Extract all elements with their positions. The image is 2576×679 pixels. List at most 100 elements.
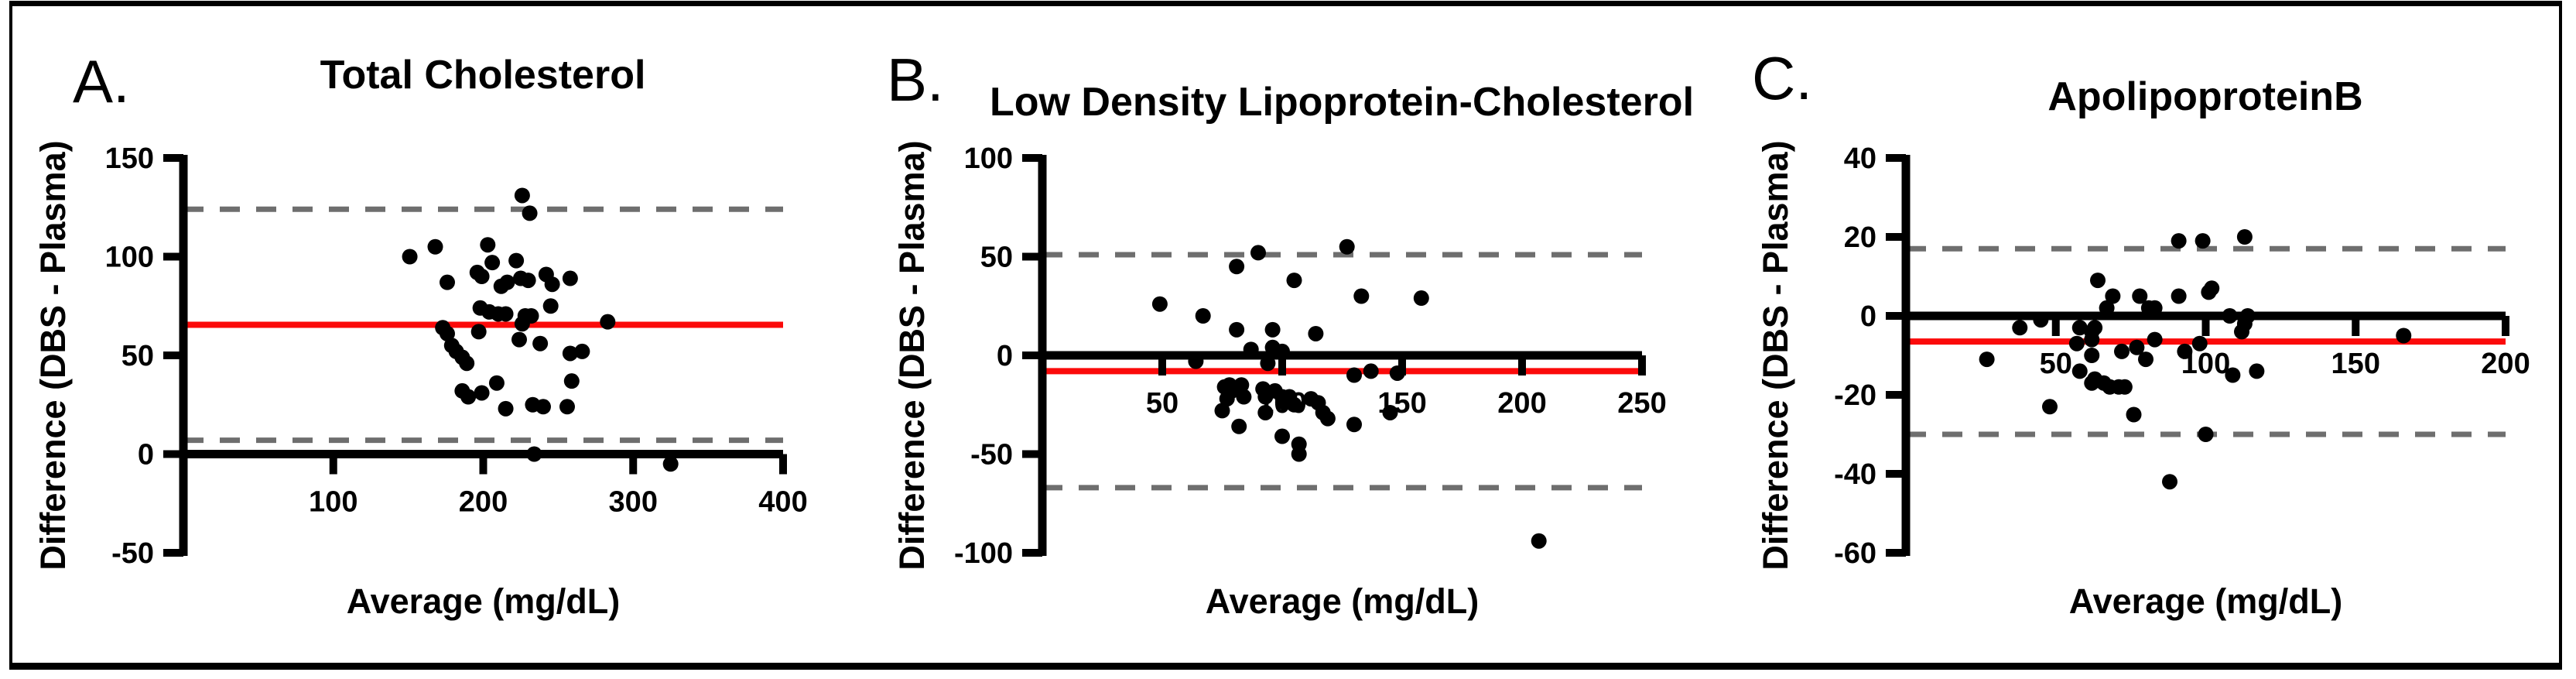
y-tick-label: 0 [997, 340, 1013, 372]
data-point [1274, 428, 1290, 444]
y-tick-label: -50 [111, 537, 154, 570]
data-point [2071, 363, 2088, 379]
data-point [544, 276, 560, 293]
data-point [2116, 379, 2133, 395]
data-point [1979, 352, 1995, 368]
x-tick-label: 150 [2331, 348, 2380, 380]
data-point [470, 324, 487, 340]
data-point [2114, 343, 2130, 359]
data-point [514, 316, 530, 332]
data-point [2234, 324, 2249, 340]
data-point [1413, 290, 1429, 307]
data-point [1188, 353, 1204, 369]
x-tick-label: 100 [309, 486, 357, 519]
data-point [1264, 321, 1281, 338]
data-point [440, 325, 455, 341]
data-point [1286, 273, 1302, 289]
panel-letter: C. [1752, 44, 1812, 112]
data-point [1229, 259, 1245, 275]
data-point [559, 399, 575, 415]
data-point [1274, 343, 1290, 359]
data-point [1346, 367, 1362, 383]
data-point [1531, 533, 1547, 549]
panel-title: ApolipoproteinB [2047, 74, 2362, 119]
data-point [2033, 312, 2049, 328]
data-point [511, 331, 527, 348]
y-tick-label: -50 [970, 439, 1013, 472]
data-point [427, 238, 443, 255]
data-point [2171, 288, 2187, 304]
y-tick-label: -20 [1834, 379, 1876, 412]
data-point [2198, 427, 2214, 442]
x-axis-label: Average (mg/dL) [347, 581, 620, 621]
data-point [499, 274, 515, 290]
x-tick-label: 50 [1146, 387, 1179, 420]
y-tick-label: 100 [105, 242, 154, 274]
data-point [1291, 446, 1307, 462]
y-axis-label: Difference (DBS - Plasma) [33, 140, 73, 570]
data-point [542, 298, 559, 314]
data-point [1363, 363, 1379, 379]
data-point [1389, 365, 1405, 381]
data-point [2042, 399, 2058, 415]
data-point [2138, 352, 2154, 368]
data-point [520, 273, 536, 289]
data-point [460, 389, 477, 405]
y-tick-label: 50 [121, 340, 154, 372]
data-point [2126, 406, 2142, 423]
data-point [563, 373, 580, 389]
data-point [1229, 321, 1245, 338]
data-point [2012, 320, 2028, 336]
y-tick-label: -100 [954, 537, 1013, 570]
y-tick-label: 20 [1844, 221, 1876, 254]
data-point [532, 335, 549, 352]
x-tick-label: 200 [2481, 348, 2530, 380]
panel-a-chart: 100 200 300 400 -50 0 50 100 150 A. Total Choleste… [33, 47, 808, 621]
x-tick-label: 250 [1617, 387, 1666, 420]
data-point [2071, 320, 2088, 336]
x-axis-label: Average (mg/dL) [2069, 581, 2342, 621]
y-tick-label: 40 [1844, 142, 1876, 175]
data-point [484, 255, 501, 271]
x-axis-label: Average (mg/dL) [1206, 581, 1479, 621]
data-point [1236, 389, 1252, 405]
data-point [1353, 288, 1370, 304]
data-point [459, 355, 475, 372]
panel-title: Low Density Lipoprotein-Cholesterol [990, 80, 1694, 125]
x-tick-label: 200 [1497, 387, 1546, 420]
data-point [498, 400, 514, 417]
figure-frame [9, 1, 2562, 670]
data-point [1346, 417, 1362, 433]
data-point [2396, 327, 2412, 344]
data-point [514, 187, 530, 204]
data-point [2222, 308, 2238, 324]
data-point [2084, 331, 2100, 348]
panel-letter: B. [887, 46, 944, 114]
data-point [1243, 341, 1259, 358]
data-point [1257, 404, 1274, 420]
data-point [522, 205, 538, 221]
data-point [2105, 288, 2121, 304]
y-tick-label: -60 [1834, 537, 1876, 570]
data-point [600, 314, 616, 330]
data-point [1151, 296, 1168, 312]
x-tick-label: 300 [609, 486, 658, 519]
data-point [2225, 367, 2241, 383]
data-point [2099, 300, 2115, 316]
y-tick-label: 150 [105, 142, 154, 175]
panel-title: Total Cholesterol [320, 53, 646, 98]
data-point [1195, 308, 1211, 324]
data-point [1308, 325, 1324, 341]
data-point [2162, 474, 2177, 490]
data-point [480, 237, 496, 253]
panel-total-cholesterol: 100 200 300 400 -50 0 50 100 150 A. Total Choleste… [17, 11, 837, 653]
y-axis-label: Difference (DBS - Plasma) [1756, 140, 1795, 570]
data-point [2236, 229, 2253, 245]
data-point [1260, 355, 1276, 372]
data-point [440, 274, 455, 290]
data-point [2147, 300, 2163, 316]
data-point [474, 269, 490, 284]
